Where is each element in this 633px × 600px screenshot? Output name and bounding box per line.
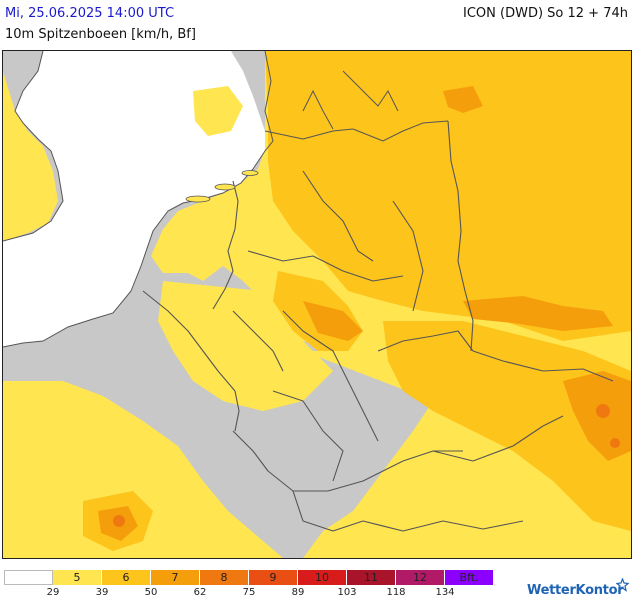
bft6-zone-east: [383, 321, 631, 531]
legend-tick-1: 39: [95, 587, 109, 598]
legend-class-3: 7: [151, 570, 200, 585]
legend-class-7: 11: [347, 570, 396, 585]
border-de-nl: [212, 180, 239, 310]
border-at-ch: [292, 490, 364, 532]
border-be-fr: [142, 290, 236, 392]
border-cz-at: [432, 415, 564, 462]
border-de-ch-fr: [232, 430, 328, 492]
border-de-states-5: [392, 200, 424, 312]
legend-class-8: 12: [396, 570, 445, 585]
model-run-label: ICON (DWD) So 12 + 74h: [463, 6, 628, 21]
legend-tick-3: 62: [193, 587, 207, 598]
bft7-streak-centre: [303, 301, 363, 341]
legend-tick-7: 118: [386, 587, 406, 598]
legend-tick-0: 29: [46, 587, 60, 598]
bft8-zones: [113, 404, 620, 527]
bft8-spot-east-2: [610, 438, 620, 448]
border-de-states-6: [272, 390, 344, 482]
legend-bar: 5 6 7 8 9 10 11 12 Bft.: [4, 570, 500, 585]
border-at-it: [362, 520, 524, 532]
country-borders: [142, 120, 614, 532]
parameter-label: 10m Spitzenboeen [km/h, Bf]: [5, 27, 196, 42]
coast-denmark: [264, 51, 399, 152]
bft7-streak-east: [463, 296, 613, 331]
legend-tick-6: 103: [337, 587, 357, 598]
bft7-streak-baltic: [443, 86, 483, 113]
bft5-zone-uk: [3, 71, 58, 241]
legend-class-9: Bft.: [445, 570, 494, 585]
border-pl-cz: [472, 350, 614, 382]
legend-tick-4: 75: [242, 587, 256, 598]
bft5-zone-southwest: [3, 381, 283, 558]
border-de-fr: [234, 390, 240, 432]
legend-tick-5: 89: [291, 587, 305, 598]
border-de-states-1: [302, 170, 374, 262]
border-de-at: [327, 450, 463, 492]
forecast-valid-time: Mi, 25.06.2025 14:00 UTC: [5, 6, 175, 21]
border-de-states-3: [282, 310, 379, 442]
brand-name: WetterKontor: [527, 583, 624, 598]
legend-class-2: 6: [102, 570, 151, 585]
coast-uk: [3, 51, 64, 242]
bft8-spot-east: [596, 404, 610, 418]
border-de-cz: [377, 330, 474, 352]
legend-class-5: 9: [249, 570, 298, 585]
legend-class-1: 5: [53, 570, 102, 585]
border-de-states-2: [247, 250, 404, 282]
bft5-patches-north-sea: [193, 86, 243, 136]
wetterkontor-logo-icon: [616, 578, 629, 592]
bft6-zone-north: [265, 51, 631, 341]
bft5-zone-centre: [158, 281, 333, 411]
coast-channel: [3, 290, 132, 348]
border-de-dk: [264, 128, 354, 140]
legend-tick-8: 134: [435, 587, 455, 598]
legend-class-4: 8: [200, 570, 249, 585]
border-de-states-4: [232, 310, 284, 372]
coast-baltic: [352, 120, 449, 142]
wind-gust-map: [2, 50, 632, 559]
legend-class-0: [4, 570, 53, 585]
legend-class-6: 10: [298, 570, 347, 585]
wadden-islands: [185, 170, 259, 203]
bft8-spot-sw: [113, 515, 125, 527]
border-de-pl: [447, 120, 474, 352]
legend-tick-2: 50: [144, 587, 158, 598]
